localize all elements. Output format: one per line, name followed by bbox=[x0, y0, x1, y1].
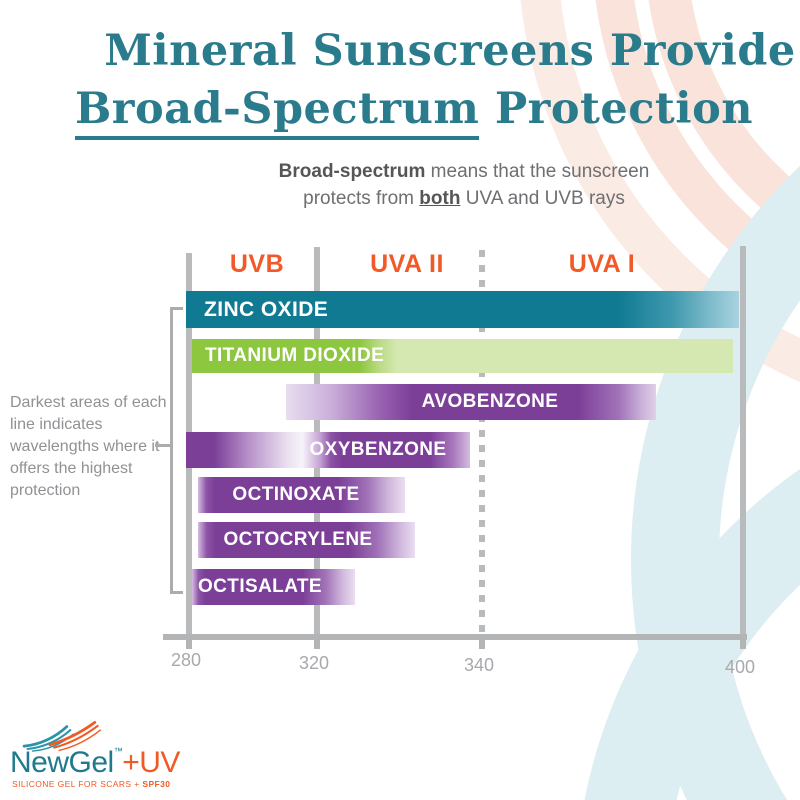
bar-label-oxybenzone: OXYBENZONE bbox=[309, 439, 447, 460]
annotation-connector-line bbox=[155, 444, 171, 447]
x-tick-label-280: 280 bbox=[170, 650, 202, 670]
logo-swoosh-icon bbox=[22, 721, 102, 752]
bar-label-titanium-dioxide: TITANIUM DIOXIDE bbox=[205, 345, 385, 366]
region-label-uva-ii: UVA II bbox=[370, 250, 444, 278]
bar-label-zinc-oxide: ZINC OXIDE bbox=[204, 297, 329, 321]
bar-label-octocrylene: OCTOCRYLENE bbox=[223, 529, 373, 550]
brand-logo: NewGel™+UV SILICONE GEL FOR SCARS + SPF3… bbox=[8, 716, 228, 796]
x-tick-label-320: 320 bbox=[298, 653, 330, 673]
region-label-uva-i: UVA I bbox=[568, 250, 636, 278]
bar-octinoxate: OCTINOXATE bbox=[198, 477, 405, 513]
bar-label-octisalate: OCTISALATE bbox=[198, 576, 322, 597]
title-line-1: Mineral Sunscreens Provide bbox=[104, 26, 796, 76]
x-tick-label-340: 340 bbox=[463, 655, 495, 675]
x-tick-320 bbox=[314, 634, 320, 649]
bar-titanium-dioxide: TITANIUM DIOXIDE bbox=[192, 339, 733, 373]
bar-octocrylene: OCTOCRYLENE bbox=[198, 522, 415, 558]
bar-oxybenzone: OXYBENZONE bbox=[186, 432, 470, 468]
bar-avobenzone: AVOBENZONE bbox=[286, 384, 656, 420]
title-line-2: Broad-Spectrum Protection bbox=[14, 80, 800, 140]
subtitle-both-emphasis: both bbox=[419, 188, 461, 209]
bar-label-avobenzone: AVOBENZONE bbox=[421, 391, 559, 412]
region-label-uvb: UVB bbox=[229, 250, 285, 278]
bar-label-octinoxate: OCTINOXATE bbox=[232, 484, 360, 505]
gridline-400nm bbox=[740, 246, 746, 649]
x-tick-340 bbox=[479, 634, 485, 649]
subtitle: Broad-spectrum means that the sunscreen … bbox=[278, 161, 650, 209]
x-tick-280 bbox=[186, 634, 192, 649]
x-axis-line bbox=[163, 634, 747, 640]
annotation-note: Darkest areas of each line indicates wav… bbox=[10, 394, 167, 499]
x-tick-400 bbox=[740, 634, 746, 649]
title-underlined-phrase: Broad-Spectrum bbox=[74, 84, 480, 140]
bar-octisalate: OCTISALATE bbox=[192, 569, 355, 605]
annotation-bracket bbox=[170, 307, 183, 594]
bar-zinc-oxide: ZINC OXIDE bbox=[186, 291, 739, 328]
x-tick-label-400: 400 bbox=[724, 657, 756, 677]
logo-tagline: SILICONE GEL FOR SCARS + SPF30 bbox=[12, 779, 171, 789]
logo-wordmark: NewGel™+UV bbox=[10, 746, 180, 779]
gridline-340nm bbox=[479, 250, 485, 634]
page-title: Mineral Sunscreens Provide Broad-Spectru… bbox=[0, 22, 800, 140]
